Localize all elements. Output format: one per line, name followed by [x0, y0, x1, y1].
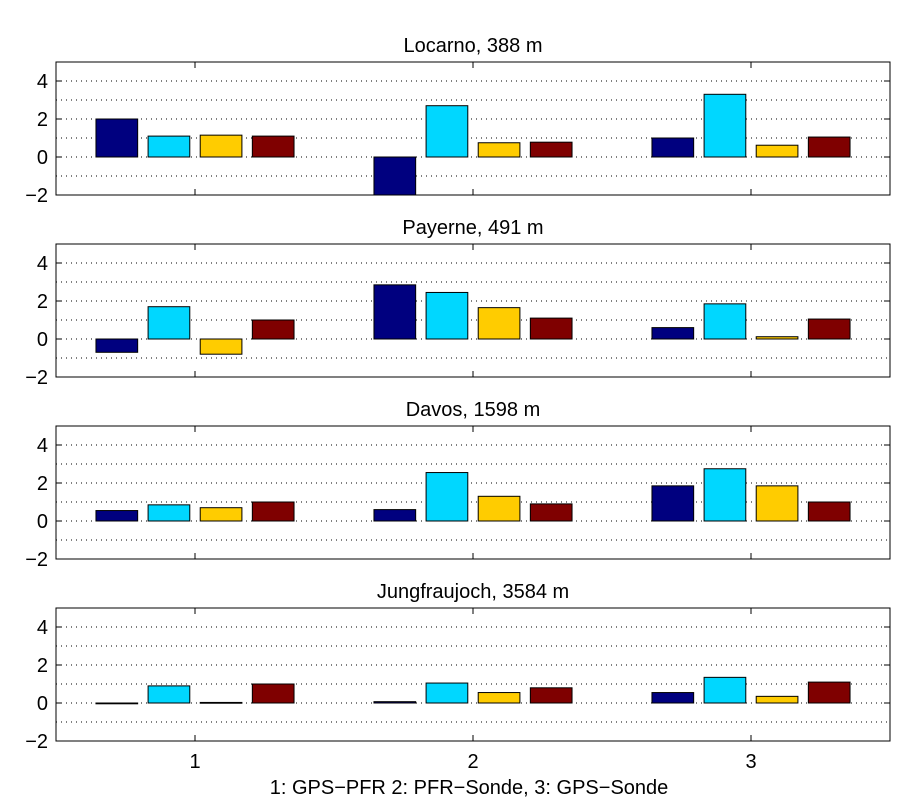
bar [529, 503, 573, 522]
y-tick-label: 0 [37, 329, 48, 351]
x-tick-label: 2 [467, 751, 478, 773]
bar [373, 156, 417, 196]
bar [703, 303, 747, 340]
bar [95, 338, 139, 353]
y-tick-label: 0 [37, 693, 48, 715]
subplot-title: Jungfraujoch, 3584 m [377, 581, 569, 603]
y-tick-label: 2 [37, 655, 48, 677]
bar [425, 682, 469, 704]
y-tick-label: −2 [25, 367, 48, 389]
x-tick-label: 1 [189, 751, 200, 773]
subplot-title: Locarno, 388 m [404, 35, 543, 57]
bar [199, 701, 243, 704]
subplot-1: Locarno, 388 m −2 0 2 4 [25, 35, 891, 207]
x-axis-label: 1: GPS−PFR 2: PFR−Sonde, 3: GPS−Sonde [270, 777, 669, 799]
bar [425, 105, 469, 158]
bar [251, 135, 295, 158]
y-tick-label: 0 [37, 511, 48, 533]
bar [251, 683, 295, 704]
bar [147, 685, 191, 704]
bar [425, 291, 469, 340]
bar [251, 501, 295, 522]
bar [703, 676, 747, 704]
y-tick-label: 4 [37, 71, 48, 93]
bar [703, 93, 747, 158]
bar [807, 318, 851, 340]
subplot-title: Davos, 1598 m [406, 399, 541, 421]
bar [95, 118, 139, 158]
bar [807, 501, 851, 522]
bar [755, 485, 799, 522]
bar [477, 142, 521, 158]
plot-area [56, 426, 890, 559]
bar [755, 144, 799, 158]
y-tick-label: 2 [37, 109, 48, 131]
subplot-title: Payerne, 491 m [402, 217, 543, 239]
y-tick-label: 4 [37, 435, 48, 457]
bar [147, 306, 191, 340]
subplot-4: Jungfraujoch, 3584 m −2 0 2 4 1 2 3 [25, 581, 891, 773]
plot-area [56, 244, 890, 377]
bar [199, 507, 243, 522]
bar [477, 495, 521, 522]
bar [251, 319, 295, 340]
bar [651, 692, 695, 704]
bar [147, 135, 191, 158]
bar [529, 141, 573, 158]
y-tick-label: −2 [25, 185, 48, 207]
y-tick-label: −2 [25, 549, 48, 571]
bar [651, 327, 695, 340]
x-tick-label: 3 [745, 751, 756, 773]
bar [477, 692, 521, 704]
y-tick-label: 2 [37, 291, 48, 313]
bar [95, 702, 139, 705]
bar [529, 687, 573, 704]
subplot-3: Davos, 1598 m −2 0 2 4 [25, 399, 891, 571]
bar [199, 338, 243, 355]
bar [651, 137, 695, 158]
y-tick-label: 0 [37, 147, 48, 169]
bar [373, 701, 417, 704]
bar [703, 468, 747, 522]
bar [477, 307, 521, 340]
bar [651, 485, 695, 522]
subplot-2: Payerne, 491 m −2 0 2 4 [25, 217, 891, 389]
y-tick-label: −2 [25, 731, 48, 753]
bar [755, 695, 799, 704]
bar [95, 510, 139, 522]
bar [373, 284, 417, 340]
y-tick-label: 2 [37, 473, 48, 495]
bar [147, 504, 191, 522]
plot-area [56, 608, 890, 741]
bar [807, 136, 851, 158]
y-tick-label: 4 [37, 617, 48, 639]
bar [199, 134, 243, 158]
bar [425, 472, 469, 522]
bar [529, 317, 573, 340]
bar [807, 681, 851, 704]
plot-area [56, 62, 890, 195]
bar [755, 336, 799, 340]
bar [373, 509, 417, 522]
y-tick-label: 4 [37, 253, 48, 275]
